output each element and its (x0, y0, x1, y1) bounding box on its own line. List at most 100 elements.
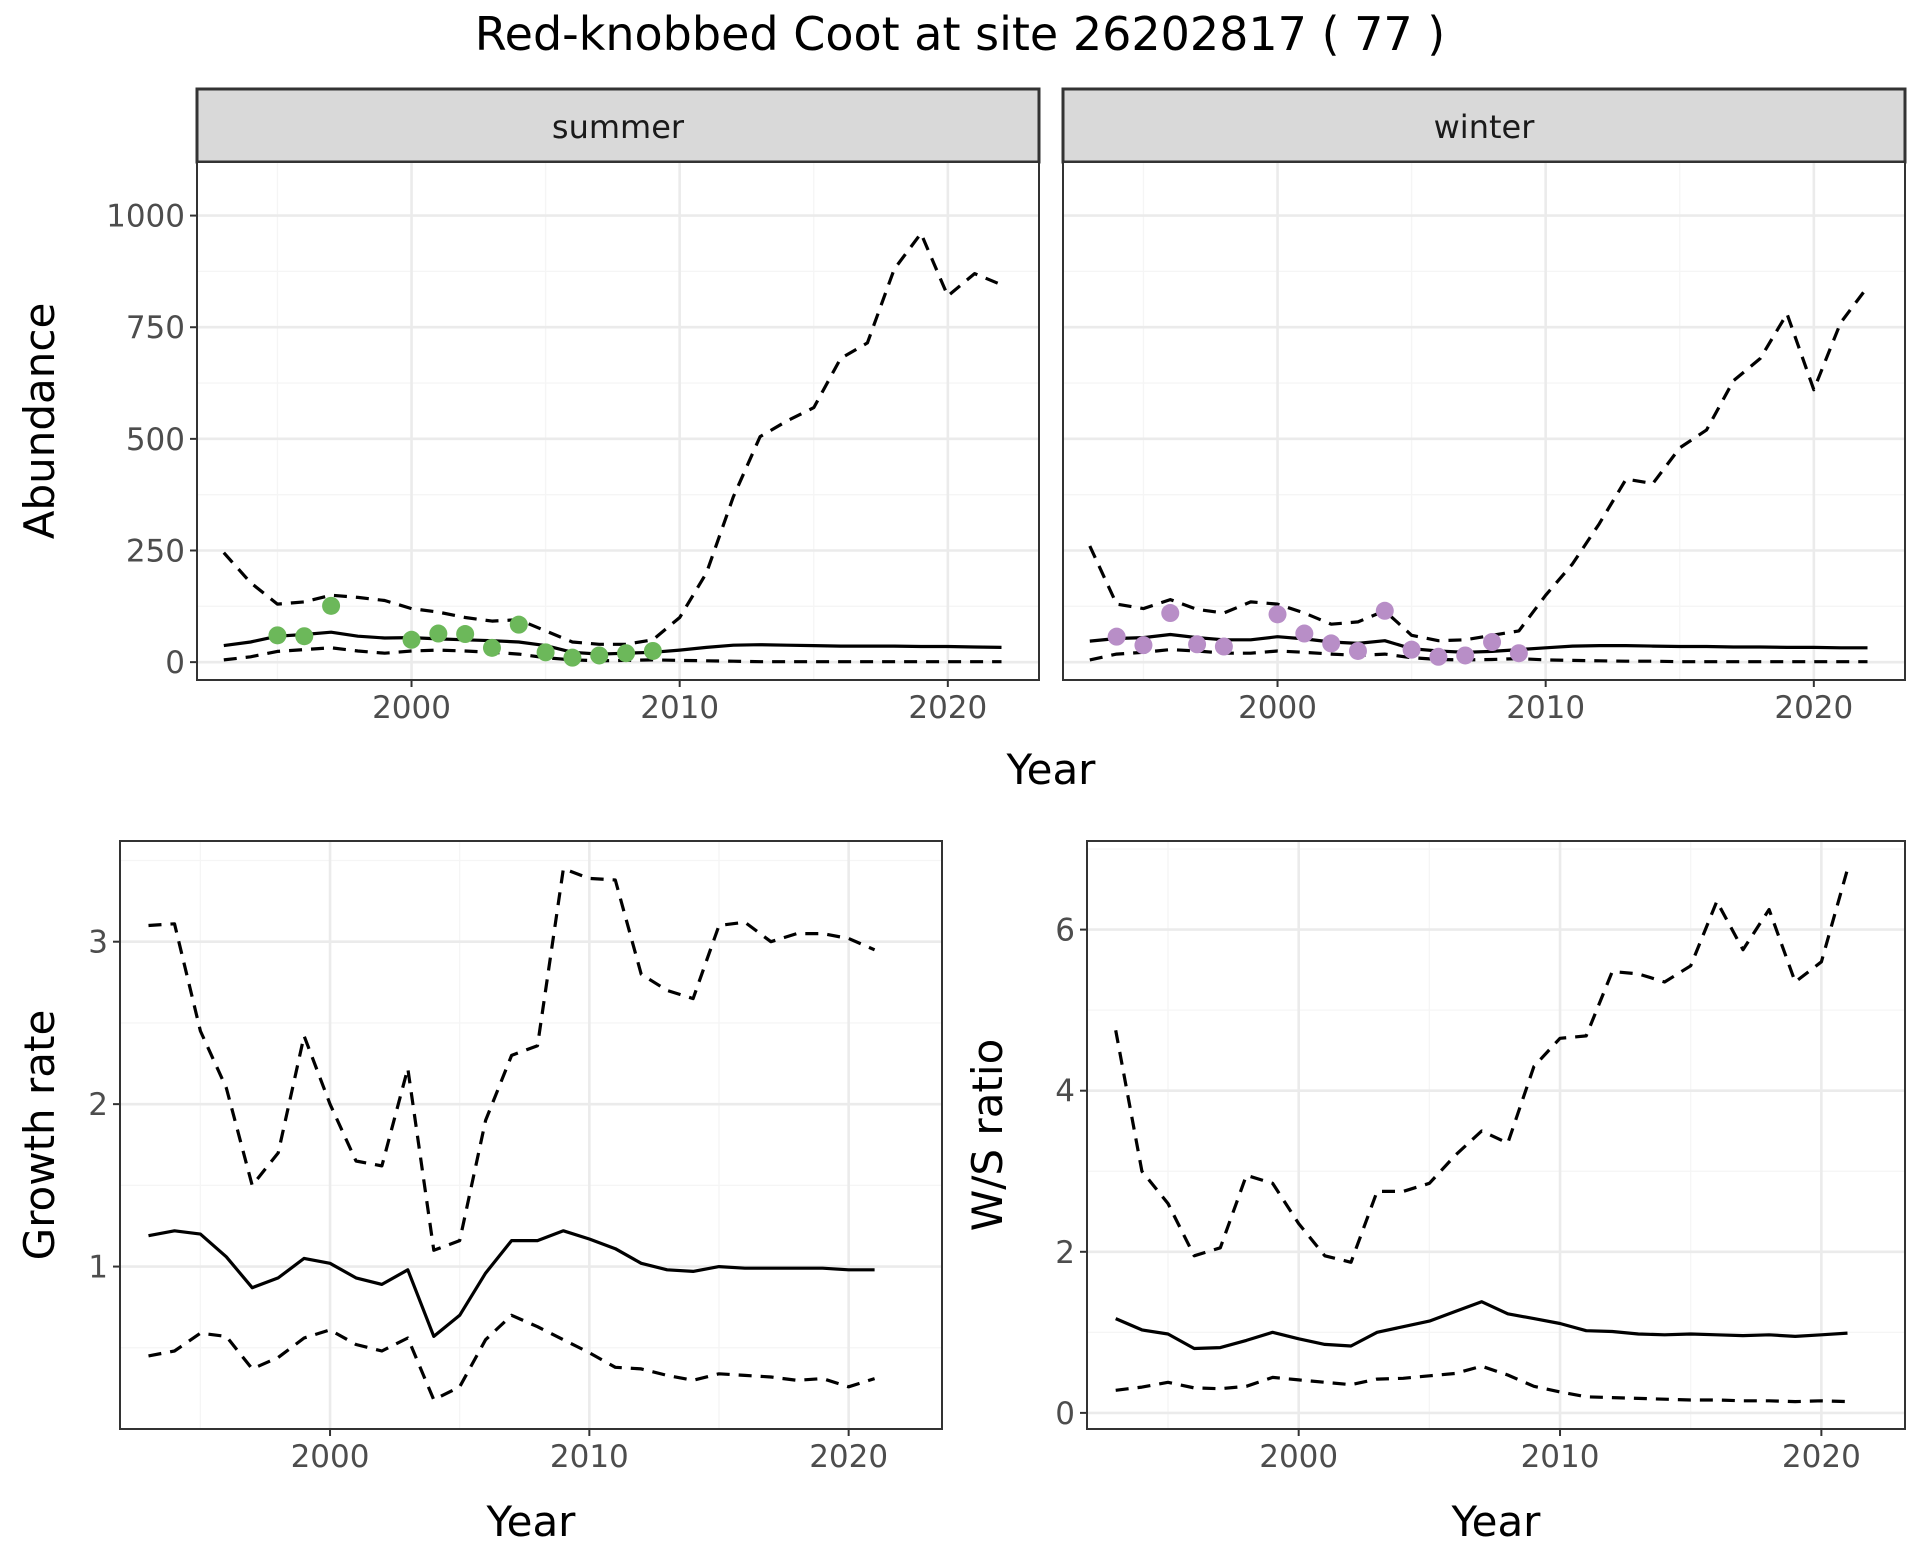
summer-observed-point (295, 627, 314, 646)
winter-observed-point (1483, 633, 1502, 652)
summer-gridlines (197, 162, 1039, 680)
abundance-y-label: Abundance (15, 303, 64, 540)
ws-x-tick-label: 2010 (1521, 1439, 1600, 1475)
ws-lower-bound-line (1115, 1364, 1848, 1404)
winter-observed-point (1107, 627, 1126, 646)
growth-y-tick-label: 3 (88, 925, 108, 961)
growth-x-label: Year (486, 1497, 577, 1546)
summer-estimate-line (223, 630, 1002, 656)
summer-observed-point (617, 644, 636, 663)
ws-x-label: Year (1451, 1497, 1542, 1546)
summer-x-tick-label: 2000 (372, 690, 451, 726)
growth-y-tick-label: 2 (88, 1087, 108, 1123)
panel-winter: winter 2000 2010 2020 (1061, 87, 1907, 726)
summer-observed-point (509, 615, 528, 634)
summer-x-tick-label: 2020 (908, 690, 987, 726)
winter-lower-bound-line (1089, 648, 1868, 664)
growth-y-tick-label: 1 (88, 1250, 108, 1286)
strip-winter-label: winter (1434, 108, 1536, 146)
summer-observed-point (456, 625, 475, 644)
ws-x-tick-label: 2000 (1259, 1439, 1338, 1475)
summer-y-tick-label: 500 (126, 422, 185, 458)
summer-lower-bound-line (223, 646, 1002, 664)
winter-observed-point (1456, 646, 1475, 665)
summer-y-tick-label: 750 (126, 310, 185, 346)
panel-summer-background (197, 162, 1039, 680)
ws-y-tick-label: 0 (1055, 1396, 1075, 1432)
winter-observed-point (1375, 601, 1394, 620)
summer-observed-points (268, 596, 662, 667)
ws-upper-bound-line (1114, 868, 1850, 1264)
winter-observed-point (1348, 641, 1367, 660)
summer-observed-point (482, 638, 501, 657)
winter-observed-point (1402, 640, 1421, 659)
growth-y-label: Growth rate (15, 1010, 64, 1261)
ws-gridlines (1087, 841, 1905, 1429)
summer-y-tick-label: 250 (126, 534, 185, 570)
growth-x-tick-label: 2000 (291, 1439, 370, 1475)
ws-estimate-line (1115, 1300, 1848, 1351)
winter-gridlines (1063, 162, 1905, 680)
growth-gridlines (120, 841, 942, 1429)
winter-observed-point (1295, 624, 1314, 643)
summer-observed-point (402, 630, 421, 649)
winter-observed-point (1214, 637, 1233, 656)
summer-observed-point (322, 596, 341, 615)
winter-x-tick-label: 2010 (1506, 690, 1585, 726)
summer-observed-point (429, 624, 448, 643)
figure-title: Red-knobbed Coot at site 26202817 ( 77 ) (475, 7, 1446, 61)
winter-x-tick-label: 2000 (1238, 690, 1317, 726)
winter-observed-point (1322, 634, 1341, 653)
growth-x-axis: 2000 2010 2020 (291, 1429, 888, 1475)
growth-panel-border (119, 840, 943, 1430)
summer-y-axis: 0 250 500 750 1000 (106, 199, 197, 681)
winter-observed-point (1429, 647, 1448, 666)
growth-x-tick-label: 2020 (809, 1439, 888, 1475)
ws-ratio-chart: 2000 2010 2020 0 2 4 6 W/S ratio Year (963, 840, 1906, 1546)
winter-observed-point (1161, 604, 1180, 623)
summer-observed-point (536, 643, 555, 662)
growth-lower-bound-line (148, 1313, 876, 1402)
summer-observed-point (563, 648, 582, 667)
strip-summer-label: summer (552, 108, 685, 146)
abundance-chart: summer 2000 2010 2020 0 250 500 750 1000 winter… (15, 87, 1907, 794)
ws-y-tick-label: 2 (1055, 1235, 1075, 1271)
winter-x-tick-label: 2020 (1774, 690, 1853, 726)
winter-observed-point (1188, 635, 1207, 654)
summer-observed-point (590, 646, 609, 665)
growth-chart: 2000 2010 2020 1 2 3 Growth rate Year (15, 840, 943, 1546)
strip-summer (195, 87, 1041, 164)
summer-y-tick-label: 1000 (106, 199, 185, 235)
summer-observed-point (268, 626, 287, 645)
summer-x-tick-label: 2010 (640, 690, 719, 726)
summer-y-tick-label: 0 (165, 645, 185, 681)
ws-panel-background (1087, 841, 1905, 1429)
summer-x-axis: 2000 2010 2020 (372, 680, 987, 726)
winter-observed-points (1107, 601, 1528, 666)
growth-x-tick-label: 2010 (550, 1439, 629, 1475)
ws-y-axis: 0 2 4 6 (1055, 913, 1087, 1432)
summer-observed-point (643, 641, 662, 660)
ws-y-label: W/S ratio (963, 1039, 1012, 1232)
panel-summer: summer 2000 2010 2020 0 250 500 750 1000 (106, 87, 1041, 726)
ws-x-axis: 2000 2010 2020 (1259, 1429, 1861, 1475)
panel-winter-background (1063, 162, 1905, 680)
growth-y-axis: 1 2 3 (88, 925, 120, 1286)
growth-panel-background (120, 841, 942, 1429)
panel-summer-border (196, 161, 1040, 681)
winter-observed-point (1134, 636, 1153, 655)
ws-y-tick-label: 6 (1055, 913, 1075, 949)
ws-y-tick-label: 4 (1055, 1074, 1075, 1110)
winter-upper-bound-line (1088, 286, 1869, 643)
winter-x-axis: 2000 2010 2020 (1238, 680, 1853, 726)
growth-upper-bound-line (148, 867, 876, 1252)
winter-observed-point (1509, 644, 1528, 663)
panel-winter-border (1062, 161, 1906, 681)
growth-estimate-line (148, 1229, 875, 1338)
ws-panel-border (1086, 840, 1906, 1430)
ws-x-tick-label: 2020 (1782, 1439, 1861, 1475)
abundance-x-label: Year (1006, 745, 1097, 794)
winter-observed-point (1268, 605, 1287, 624)
strip-winter (1061, 87, 1907, 164)
